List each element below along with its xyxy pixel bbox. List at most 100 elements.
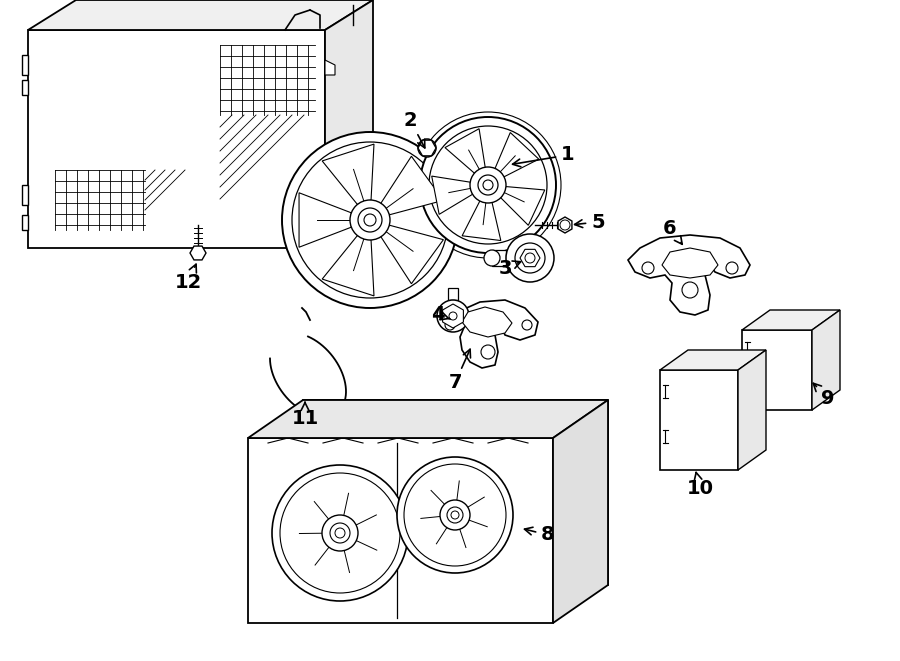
Polygon shape bbox=[325, 0, 373, 248]
Polygon shape bbox=[325, 60, 335, 75]
Polygon shape bbox=[448, 288, 458, 300]
Circle shape bbox=[515, 243, 545, 273]
Circle shape bbox=[437, 300, 469, 332]
Text: 7: 7 bbox=[448, 349, 471, 393]
Polygon shape bbox=[445, 129, 485, 173]
Polygon shape bbox=[418, 525, 450, 562]
Polygon shape bbox=[662, 248, 718, 278]
Polygon shape bbox=[325, 150, 335, 165]
Circle shape bbox=[415, 112, 561, 258]
Circle shape bbox=[444, 307, 462, 325]
Polygon shape bbox=[381, 156, 444, 215]
Circle shape bbox=[292, 142, 448, 298]
Polygon shape bbox=[465, 479, 502, 511]
Circle shape bbox=[642, 262, 654, 274]
Polygon shape bbox=[381, 225, 444, 284]
Circle shape bbox=[404, 464, 506, 566]
Polygon shape bbox=[325, 220, 335, 235]
Circle shape bbox=[483, 180, 493, 190]
Circle shape bbox=[478, 175, 498, 195]
Polygon shape bbox=[442, 300, 538, 368]
Circle shape bbox=[335, 528, 345, 538]
Polygon shape bbox=[443, 304, 464, 328]
Polygon shape bbox=[293, 544, 333, 586]
Polygon shape bbox=[28, 0, 373, 30]
Text: 11: 11 bbox=[292, 403, 319, 428]
Circle shape bbox=[330, 523, 350, 543]
Text: 8: 8 bbox=[525, 525, 554, 545]
Polygon shape bbox=[322, 144, 374, 204]
Text: 9: 9 bbox=[814, 383, 835, 407]
Text: 4: 4 bbox=[431, 305, 450, 325]
Circle shape bbox=[420, 117, 556, 253]
Circle shape bbox=[280, 473, 400, 593]
Text: 1: 1 bbox=[513, 145, 575, 167]
Polygon shape bbox=[742, 330, 812, 410]
Polygon shape bbox=[22, 80, 28, 95]
Polygon shape bbox=[456, 527, 482, 564]
Circle shape bbox=[358, 208, 382, 232]
Polygon shape bbox=[432, 176, 473, 214]
Circle shape bbox=[364, 214, 376, 226]
Polygon shape bbox=[413, 472, 447, 508]
Polygon shape bbox=[22, 55, 28, 75]
Circle shape bbox=[522, 320, 532, 330]
Circle shape bbox=[282, 132, 458, 308]
Polygon shape bbox=[303, 400, 608, 585]
Circle shape bbox=[506, 234, 554, 282]
Text: 10: 10 bbox=[687, 472, 714, 498]
Polygon shape bbox=[492, 250, 506, 266]
Polygon shape bbox=[495, 133, 539, 177]
Polygon shape bbox=[292, 480, 333, 522]
Polygon shape bbox=[520, 249, 540, 266]
Circle shape bbox=[481, 345, 495, 359]
Circle shape bbox=[429, 126, 547, 244]
Polygon shape bbox=[660, 370, 738, 470]
Circle shape bbox=[525, 253, 535, 263]
Circle shape bbox=[272, 465, 408, 601]
Text: 6: 6 bbox=[663, 219, 682, 245]
Circle shape bbox=[445, 320, 455, 330]
Polygon shape bbox=[467, 516, 504, 543]
Polygon shape bbox=[299, 193, 351, 247]
Circle shape bbox=[322, 515, 358, 551]
Circle shape bbox=[449, 312, 457, 320]
Circle shape bbox=[451, 511, 459, 519]
Polygon shape bbox=[462, 307, 512, 337]
Circle shape bbox=[726, 262, 738, 274]
Polygon shape bbox=[407, 507, 441, 532]
Circle shape bbox=[484, 250, 500, 266]
Polygon shape bbox=[190, 246, 206, 260]
Polygon shape bbox=[248, 400, 608, 438]
Polygon shape bbox=[660, 350, 766, 370]
Polygon shape bbox=[354, 536, 397, 570]
Polygon shape bbox=[22, 185, 28, 205]
Polygon shape bbox=[418, 140, 436, 156]
Circle shape bbox=[350, 200, 390, 240]
Polygon shape bbox=[812, 310, 840, 410]
Polygon shape bbox=[500, 186, 544, 225]
Polygon shape bbox=[738, 350, 766, 470]
Polygon shape bbox=[448, 467, 473, 501]
Circle shape bbox=[397, 457, 513, 573]
Polygon shape bbox=[248, 438, 553, 623]
Polygon shape bbox=[22, 215, 28, 230]
Polygon shape bbox=[558, 217, 572, 233]
Circle shape bbox=[682, 282, 698, 298]
Text: 5: 5 bbox=[574, 212, 605, 231]
Polygon shape bbox=[284, 519, 323, 549]
Polygon shape bbox=[553, 400, 608, 623]
Polygon shape bbox=[742, 310, 840, 330]
Circle shape bbox=[560, 220, 570, 230]
Polygon shape bbox=[322, 235, 374, 296]
Text: 2: 2 bbox=[403, 110, 425, 148]
Circle shape bbox=[447, 507, 463, 523]
Circle shape bbox=[418, 139, 436, 157]
Polygon shape bbox=[628, 235, 750, 315]
Circle shape bbox=[422, 143, 432, 153]
Polygon shape bbox=[338, 549, 368, 591]
Polygon shape bbox=[462, 201, 500, 241]
Polygon shape bbox=[354, 494, 397, 529]
Circle shape bbox=[470, 167, 506, 203]
Text: 12: 12 bbox=[175, 264, 202, 292]
